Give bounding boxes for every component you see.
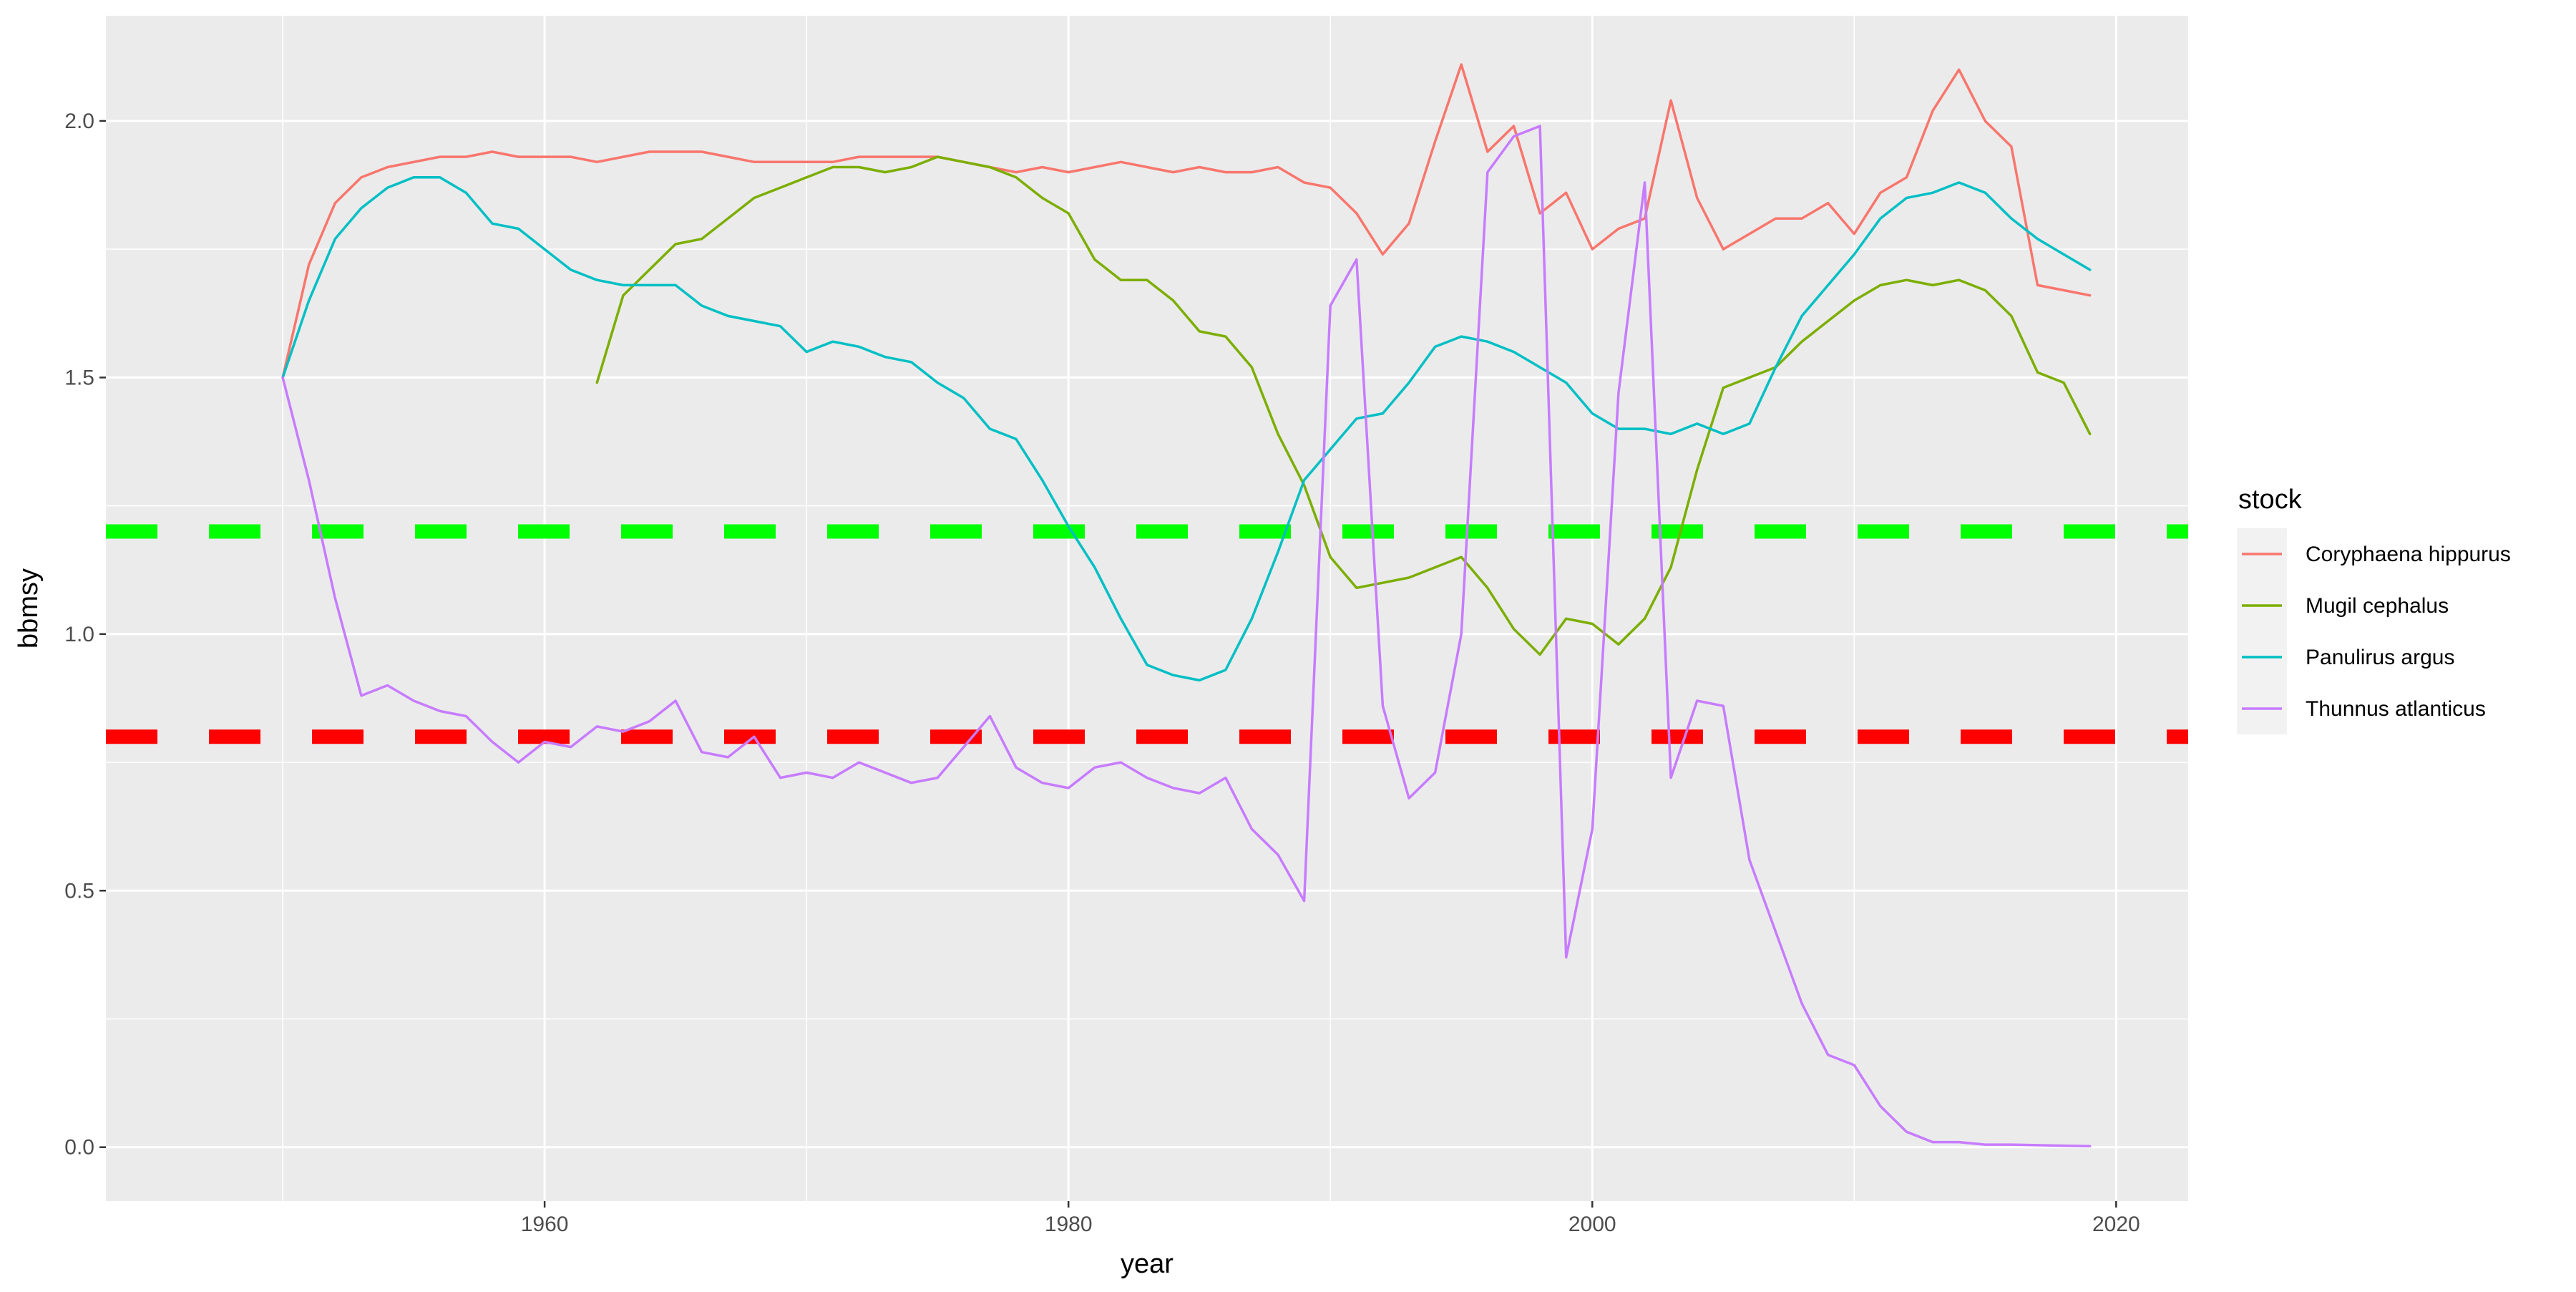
tick-labels: 1960 1980 2000 2020 0.0 0.5 1.0 1.5 2.0 (64, 110, 2140, 1236)
series-line (281, 125, 2092, 1148)
y-tick-label: 0.0 (64, 1136, 94, 1160)
x-axis-title: year (1121, 1249, 1174, 1279)
legend-label: Coryphaena hippurus (2306, 543, 2511, 566)
series-lines (281, 63, 2092, 1148)
x-tick-label: 2020 (2092, 1213, 2140, 1236)
axis-ticks (99, 120, 2117, 1208)
reference-lines (106, 524, 2188, 744)
grid-minor-lines (106, 16, 2188, 1201)
grid-major-lines (106, 16, 2188, 1201)
legend-title: stock (2238, 485, 2303, 515)
y-tick-label: 1.0 (64, 623, 94, 646)
plot-panel (106, 16, 2188, 1201)
y-tick-label: 1.5 (64, 366, 94, 389)
y-tick-label: 2.0 (64, 110, 94, 133)
series-line (595, 155, 2092, 656)
x-tick-label: 1980 (1045, 1213, 1093, 1236)
x-tick-label: 2000 (1568, 1213, 1616, 1236)
legend: stock Coryphaena hippurus Mugil cephalus P… (2237, 485, 2511, 734)
y-tick-label: 0.5 (64, 879, 94, 903)
x-tick-label: 1960 (521, 1213, 569, 1236)
series-line (281, 63, 2092, 379)
legend-label: Mugil cephalus (2306, 594, 2449, 618)
legend-label: Panulirus argus (2306, 646, 2454, 669)
series-line (281, 176, 2092, 682)
y-axis-title: bbmsy (14, 568, 44, 649)
legend-keys: Coryphaena hippurus Mugil cephalus Panulir… (2237, 528, 2511, 734)
legend-label: Thunnus atlanticus (2306, 697, 2486, 721)
